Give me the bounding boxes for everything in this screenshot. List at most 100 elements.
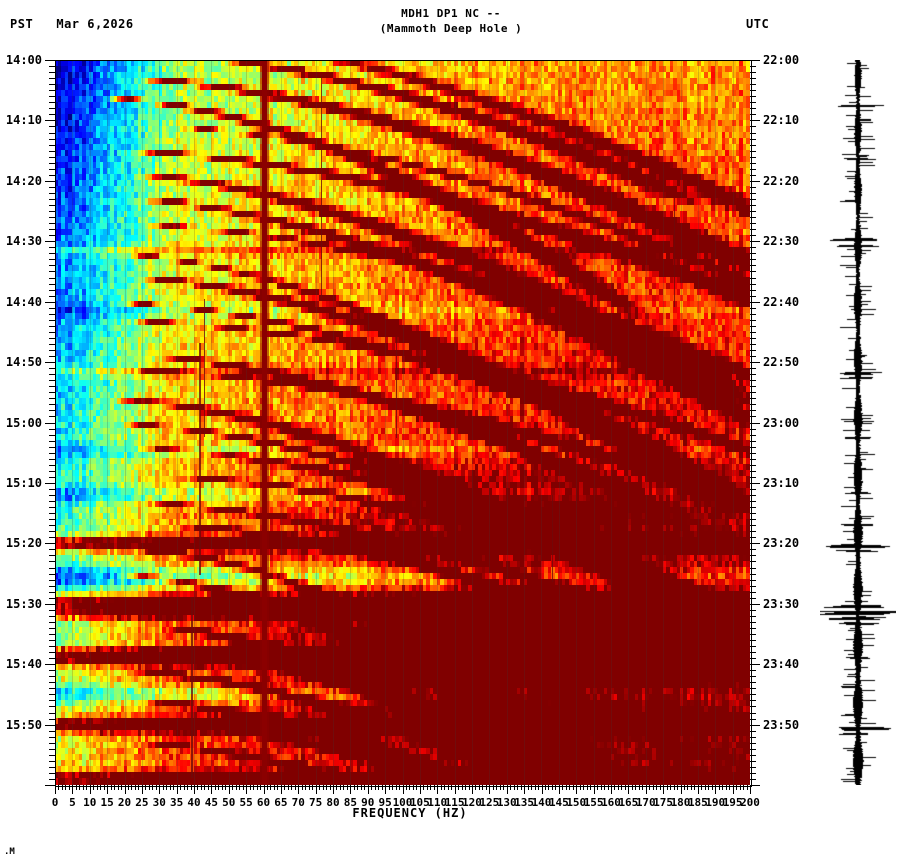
x-tick-120 xyxy=(472,785,473,794)
x-tick-183 xyxy=(691,785,692,790)
y-tick-right-41 xyxy=(750,308,756,309)
x-tick-0 xyxy=(55,785,56,794)
y-tick-left-10 xyxy=(45,120,55,121)
y-tick-right-27 xyxy=(750,223,756,224)
x-tick-111 xyxy=(441,785,442,790)
x-tick-57 xyxy=(253,785,254,790)
y-tick-right-120 xyxy=(750,785,760,786)
x-tick-199 xyxy=(747,785,748,790)
y-tick-right-105 xyxy=(750,694,756,695)
y-tick-left-90 xyxy=(45,604,55,605)
x-tick-34 xyxy=(173,785,174,790)
x-tick-32 xyxy=(166,785,167,790)
x-tick-130 xyxy=(507,785,508,794)
x-tick-71 xyxy=(302,785,303,790)
x-tick-155 xyxy=(594,785,595,794)
y-tick-right-3 xyxy=(750,78,756,79)
y-tick-right-33 xyxy=(750,259,756,260)
y-label-right-11: 23:50 xyxy=(763,717,800,732)
y-label-right-1: 22:10 xyxy=(763,113,800,128)
y-tick-right-75 xyxy=(750,513,756,514)
y-tick-right-73 xyxy=(750,501,756,502)
x-tick-18 xyxy=(118,785,119,790)
y-tick-right-68 xyxy=(750,471,756,472)
y-tick-left-60 xyxy=(45,423,55,424)
y-tick-right-71 xyxy=(750,489,756,490)
x-tick-131 xyxy=(510,785,511,790)
x-tick-24 xyxy=(138,785,139,790)
y-tick-right-18 xyxy=(750,169,756,170)
x-tick-22 xyxy=(131,785,132,790)
y-tick-right-22 xyxy=(750,193,756,194)
y-label-left-10: 15:40 xyxy=(5,657,42,672)
x-tick-99 xyxy=(399,785,400,790)
x-tick-75 xyxy=(316,785,317,794)
x-tick-144 xyxy=(555,785,556,790)
y-tick-right-36 xyxy=(750,278,756,279)
spectrogram-plot[interactable] xyxy=(55,60,750,785)
x-tick-133 xyxy=(517,785,518,790)
x-tick-15 xyxy=(107,785,108,794)
y-tick-right-74 xyxy=(750,507,756,508)
y-tick-right-48 xyxy=(750,350,756,351)
x-tick-105 xyxy=(420,785,421,794)
x-tick-51 xyxy=(232,785,233,790)
x-tick-178 xyxy=(674,785,675,790)
x-tick-142 xyxy=(548,785,549,790)
x-tick-35 xyxy=(177,785,178,794)
y-label-left-7: 15:10 xyxy=(5,475,42,490)
y-tick-left-20 xyxy=(45,181,55,182)
y-tick-right-119 xyxy=(750,779,756,780)
y-tick-right-92 xyxy=(750,616,756,617)
x-tick-96 xyxy=(389,785,390,790)
seismogram-canvas xyxy=(820,60,896,785)
y-tick-right-80 xyxy=(750,543,760,544)
y-tick-right-61 xyxy=(750,429,756,430)
x-tick-21 xyxy=(128,785,129,790)
spectrogram-canvas[interactable] xyxy=(55,60,750,785)
y-label-right-3: 22:30 xyxy=(763,234,800,249)
x-tick-106 xyxy=(423,785,424,790)
y-tick-right-51 xyxy=(750,368,756,369)
x-tick-100 xyxy=(403,785,404,794)
y-tick-right-50 xyxy=(750,362,760,363)
x-tick-112 xyxy=(444,785,445,790)
y-tick-right-20 xyxy=(750,181,760,182)
y-tick-right-40 xyxy=(750,302,760,303)
x-tick-8 xyxy=(83,785,84,790)
x-tick-104 xyxy=(416,785,417,790)
x-tick-62 xyxy=(270,785,271,790)
y-tick-left-50 xyxy=(45,362,55,363)
x-tick-48 xyxy=(222,785,223,790)
x-tick-28 xyxy=(152,785,153,790)
x-tick-31 xyxy=(163,785,164,790)
y-label-left-6: 15:00 xyxy=(5,415,42,430)
y-tick-right-94 xyxy=(750,628,756,629)
x-tick-36 xyxy=(180,785,181,790)
y-tick-right-88 xyxy=(750,592,756,593)
x-tick-128 xyxy=(500,785,501,790)
y-tick-right-14 xyxy=(750,145,756,146)
x-tick-108 xyxy=(430,785,431,790)
x-tick-193 xyxy=(726,785,727,790)
y-label-left-1: 14:10 xyxy=(5,113,42,128)
y-tick-right-107 xyxy=(750,706,756,707)
x-tick-76 xyxy=(319,785,320,790)
x-tick-179 xyxy=(677,785,678,790)
y-tick-right-83 xyxy=(750,561,756,562)
x-tick-79 xyxy=(330,785,331,790)
y-tick-left-40 xyxy=(45,302,55,303)
y-tick-right-7 xyxy=(750,102,756,103)
x-tick-107 xyxy=(427,785,428,790)
y-label-left-0: 14:00 xyxy=(5,53,42,67)
y-label-left-8: 15:20 xyxy=(5,536,42,551)
x-tick-174 xyxy=(660,785,661,790)
y-tick-right-47 xyxy=(750,344,756,345)
y-tick-right-8 xyxy=(750,108,756,109)
y-tick-right-17 xyxy=(750,163,756,164)
y-tick-right-38 xyxy=(750,290,756,291)
y-label-right-7: 23:10 xyxy=(763,475,800,490)
x-tick-109 xyxy=(434,785,435,790)
x-tick-165 xyxy=(628,785,629,794)
